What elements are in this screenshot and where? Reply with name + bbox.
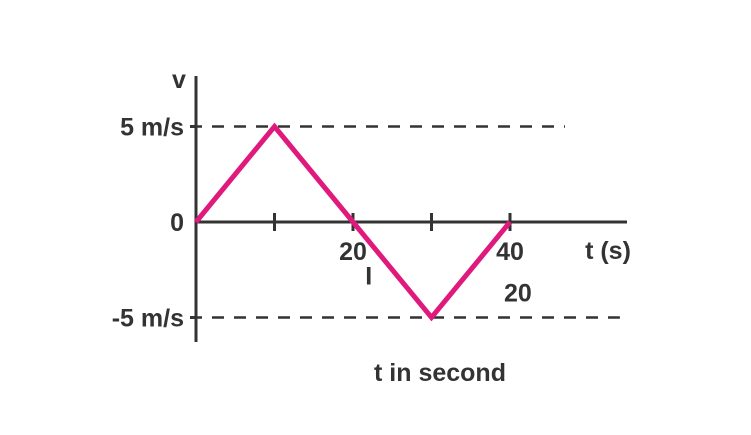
y-tick-label-1: 0	[170, 209, 184, 237]
y-axis-label: v	[172, 66, 186, 94]
x-ticks	[190, 125, 512, 319]
chart-caption: t in second	[374, 359, 506, 387]
annotation-1: 20	[504, 280, 532, 308]
x-axis-label: t (s)	[585, 237, 631, 265]
x-tick-label-0: 20	[339, 238, 367, 266]
x-tick-label-1: 40	[496, 238, 524, 266]
reference-lines	[190, 125, 620, 319]
y-tick-label-0: 5 m/s	[120, 114, 184, 142]
y-tick-label-2: -5 m/s	[112, 305, 184, 333]
series-line-velocity	[194, 122, 512, 322]
axes	[194, 76, 627, 342]
annotation-0: I	[365, 262, 372, 290]
series	[194, 122, 512, 322]
